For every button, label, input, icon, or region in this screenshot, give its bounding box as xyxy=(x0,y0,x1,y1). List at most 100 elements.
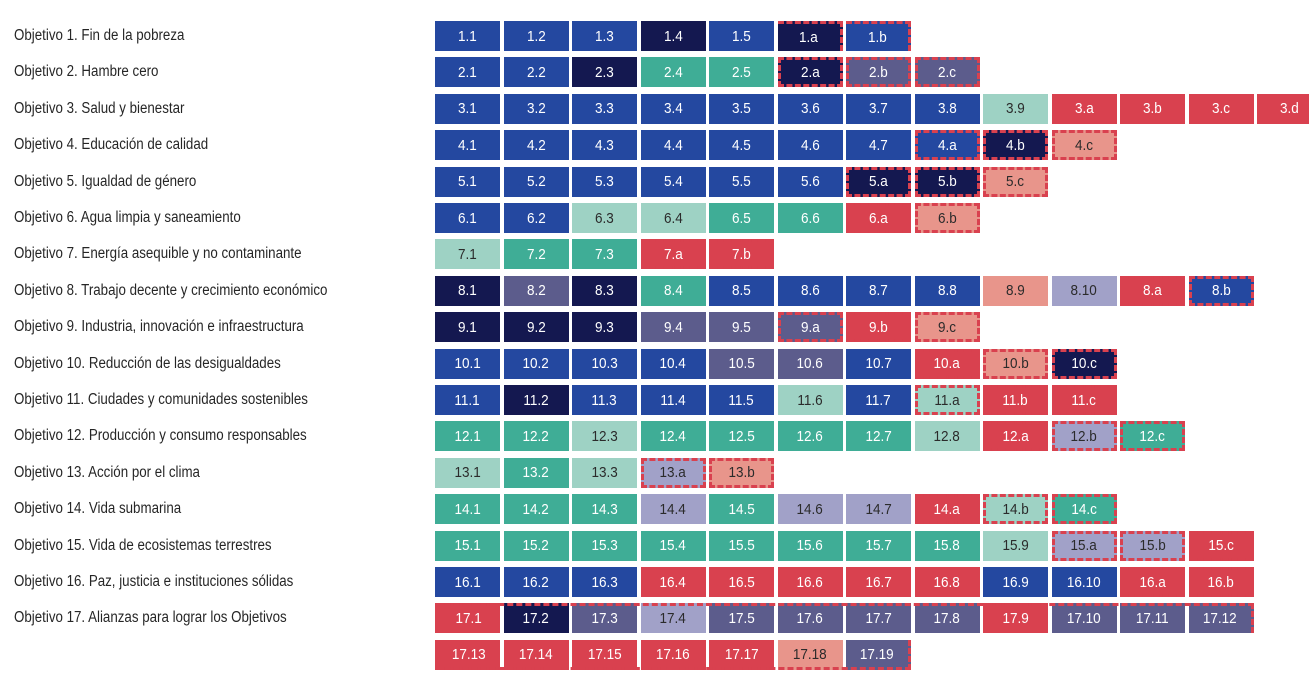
target-cell: 6.6 xyxy=(777,203,843,233)
target-cell: 17.14 xyxy=(503,639,569,670)
target-cell: 6.2 xyxy=(503,203,569,233)
target-cell: 16.9 xyxy=(983,567,1048,597)
target-label: 10.7 xyxy=(865,355,892,373)
target-label: 13.2 xyxy=(522,464,550,482)
target-cell: 9.b xyxy=(846,312,911,343)
goal-label: Objetivo 14. Vida submarina xyxy=(14,500,182,518)
target-cell: 6.b xyxy=(914,203,980,233)
target-label: 14.4 xyxy=(659,500,687,518)
target-label: 17.18 xyxy=(793,646,827,664)
target-cell: 1.1 xyxy=(435,21,500,51)
target-cell: 3.9 xyxy=(983,93,1048,124)
target-cell: 12.c xyxy=(1120,421,1185,452)
target-label: 16.2 xyxy=(522,573,550,591)
target-cell: 10.5 xyxy=(709,348,774,379)
goal-label: Objetivo 6. Agua limpia y saneamiento xyxy=(14,209,241,226)
target-label: 3.5 xyxy=(732,100,751,118)
target-cell: 16.3 xyxy=(572,567,637,597)
target-cell: 3.7 xyxy=(846,93,911,124)
target-label: 17.5 xyxy=(728,609,755,627)
target-label: 3.9 xyxy=(1006,100,1025,118)
target-label: 15.a xyxy=(1070,537,1098,555)
target-cell: 16.6 xyxy=(777,567,843,597)
target-label: 16.a xyxy=(1139,573,1166,591)
target-cell: 8.4 xyxy=(640,275,706,306)
target-label: 9.2 xyxy=(526,318,546,336)
target-cell: 9.3 xyxy=(572,312,637,343)
target-cell: 5.a xyxy=(846,166,911,197)
target-label: 16.5 xyxy=(728,573,755,591)
target-label: 16.b xyxy=(1207,573,1235,591)
target-cell: 8.3 xyxy=(572,275,637,306)
target-cell: 14.5 xyxy=(709,494,774,525)
target-cell: 12.3 xyxy=(572,421,637,452)
target-label: 10.4 xyxy=(659,355,687,373)
target-label: 12.c xyxy=(1139,427,1166,445)
target-cell: 14.c xyxy=(1051,494,1117,525)
target-label: 11.a xyxy=(934,391,960,409)
target-label: 17.8 xyxy=(933,609,961,627)
target-label: 11.4 xyxy=(660,391,686,409)
target-cell: 14.3 xyxy=(572,494,637,525)
target-label: 8.a xyxy=(1143,282,1162,300)
target-cell: 17.16 xyxy=(640,639,706,670)
goal-17-outline xyxy=(435,603,1254,607)
target-label: 11.5 xyxy=(728,391,755,409)
target-label: 15.1 xyxy=(454,537,481,555)
target-label: 16.3 xyxy=(591,573,618,591)
target-label: 8.b xyxy=(1211,282,1231,300)
target-label: 5.3 xyxy=(595,173,614,191)
target-label: 14.c xyxy=(1071,500,1097,518)
target-label: 15.4 xyxy=(659,537,687,555)
target-label: 10.1 xyxy=(454,355,481,373)
goal-label: Objetivo 7. Energía asequible y no conta… xyxy=(14,245,302,263)
target-cell: 15.9 xyxy=(983,530,1048,561)
target-label: 3.6 xyxy=(800,100,820,118)
target-cell: 7.a xyxy=(640,239,706,270)
target-cell: 10.2 xyxy=(503,348,569,379)
goal-label: Objetivo 4. Educación de calidad xyxy=(14,136,209,154)
target-label: 11.c xyxy=(1071,391,1097,409)
target-cell: 11.a xyxy=(914,385,980,415)
target-label: 6.3 xyxy=(595,209,614,227)
target-label: 2.c xyxy=(937,63,956,81)
target-label: 1.1 xyxy=(458,27,477,45)
target-cell: 5.3 xyxy=(572,166,637,197)
target-label: 12.b xyxy=(1070,427,1098,445)
target-cell: 4.2 xyxy=(503,130,569,161)
target-cell: 12.a xyxy=(983,421,1048,452)
target-label: 6.5 xyxy=(732,209,751,227)
target-cell: 10.1 xyxy=(435,348,500,379)
target-label: 5.c xyxy=(1006,173,1025,191)
target-label: 15.9 xyxy=(1002,537,1029,555)
target-cell: 10.3 xyxy=(572,348,637,379)
target-label: 4.a xyxy=(937,136,957,154)
target-cell: 4.7 xyxy=(846,130,911,161)
target-label: 14.2 xyxy=(522,500,550,518)
target-label: 12.2 xyxy=(522,427,550,445)
target-cell: 17.15 xyxy=(572,639,637,670)
target-label: 9.4 xyxy=(663,318,683,336)
target-cell: 14.6 xyxy=(777,494,843,525)
target-cell: 1.b xyxy=(846,21,911,51)
target-label: 1.3 xyxy=(595,27,614,45)
target-cell: 15.3 xyxy=(572,530,637,561)
goal-label: Objetivo 2. Hambre cero xyxy=(14,63,159,81)
target-cell: 4.1 xyxy=(435,130,500,161)
target-cell: 16.8 xyxy=(914,567,980,597)
target-cell: 16.4 xyxy=(640,567,706,597)
target-cell: 5.2 xyxy=(503,166,569,197)
goal-label: Objetivo 15. Vida de ecosistemas terrest… xyxy=(14,536,272,554)
target-cell: 14.4 xyxy=(640,494,706,525)
target-cell: 6.5 xyxy=(709,203,774,233)
target-label: 4.3 xyxy=(595,136,614,154)
target-label: 17.7 xyxy=(865,609,892,627)
target-label: 9.a xyxy=(800,318,820,336)
target-label: 1.2 xyxy=(526,27,546,45)
target-label: 4.7 xyxy=(869,136,888,154)
target-label: 11.3 xyxy=(591,391,618,409)
target-label: 17.16 xyxy=(656,646,690,664)
target-cell: 3.5 xyxy=(709,93,774,124)
target-cell: 2.5 xyxy=(709,57,774,88)
target-cell: 15.c xyxy=(1188,530,1254,561)
